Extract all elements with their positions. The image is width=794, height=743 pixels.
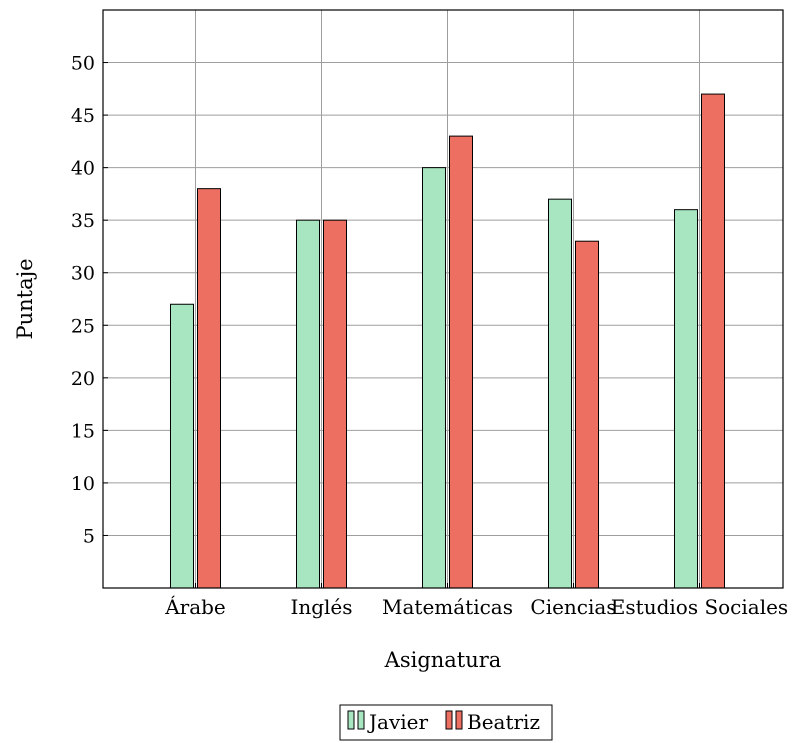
x-category-label: Ciencias bbox=[530, 595, 616, 619]
bar-javier bbox=[422, 167, 446, 589]
y-axis-ticks: 5 10 15 20 25 30 35 40 45 50 bbox=[71, 53, 108, 547]
bar-javier bbox=[674, 209, 698, 589]
legend-swatch-javier bbox=[347, 710, 355, 730]
bar-beatriz bbox=[575, 240, 599, 589]
x-category-label: Matemáticas bbox=[382, 595, 513, 619]
y-axis-label: Puntaje bbox=[13, 258, 37, 339]
x-category-label: Estudios Sociales bbox=[611, 595, 788, 619]
y-tick-label: 25 bbox=[71, 315, 95, 337]
bar-beatriz bbox=[449, 135, 473, 589]
y-tick-label: 20 bbox=[71, 368, 95, 390]
legend-swatch-javier-2 bbox=[357, 710, 365, 730]
plot-frame bbox=[102, 9, 784, 589]
bar-beatriz bbox=[197, 188, 221, 589]
x-category-label: Árabe bbox=[164, 595, 226, 619]
bar-javier bbox=[548, 198, 572, 589]
y-tick-label: 5 bbox=[83, 525, 95, 547]
legend-swatch-beatriz-2 bbox=[455, 710, 463, 730]
legend-label-javier: Javier bbox=[367, 710, 428, 734]
y-tick-label: 10 bbox=[71, 473, 95, 495]
y-tick-label: 50 bbox=[71, 53, 95, 75]
x-axis-label: Asignatura bbox=[384, 648, 502, 672]
bar-javier bbox=[170, 303, 194, 589]
y-tick-label: 40 bbox=[71, 158, 95, 180]
bar-javier bbox=[296, 219, 320, 589]
legend-label-beatriz: Beatriz bbox=[467, 710, 540, 734]
legend: Javier Beatriz bbox=[339, 704, 553, 741]
y-tick-label: 35 bbox=[71, 210, 95, 232]
y-tick-label: 45 bbox=[71, 105, 95, 127]
y-tick-label: 30 bbox=[71, 263, 95, 285]
x-category-label: Inglés bbox=[290, 595, 352, 619]
bar-beatriz bbox=[701, 93, 725, 589]
bar-beatriz bbox=[323, 219, 347, 589]
y-tick-label: 15 bbox=[71, 420, 95, 442]
legend-swatch-beatriz bbox=[445, 710, 453, 730]
